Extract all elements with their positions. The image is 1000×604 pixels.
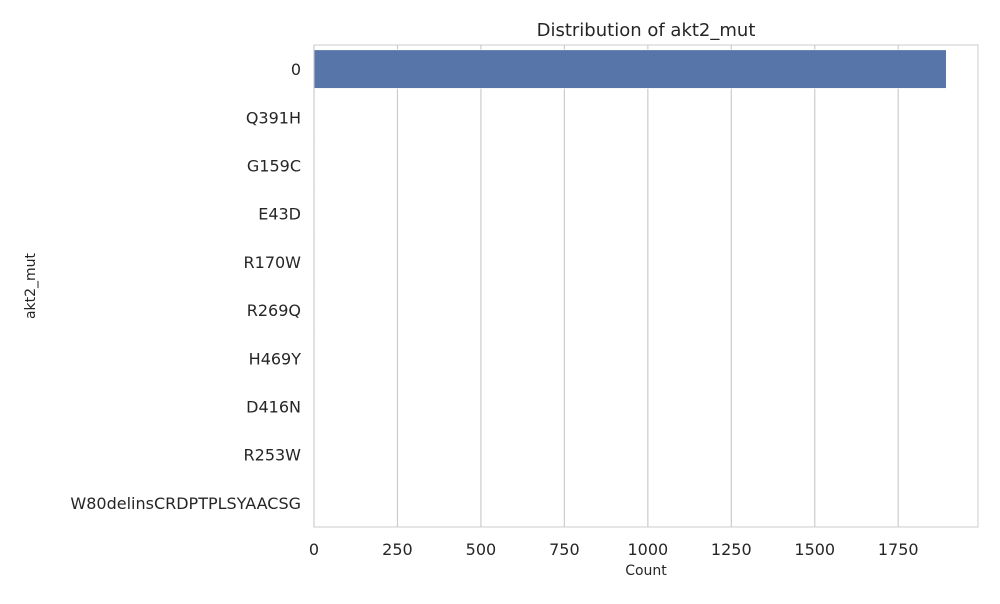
x-tick-labels: 0 250 500 750 1000 1250 1500 1750 — [309, 540, 919, 559]
y-tick-label: R170W — [244, 253, 302, 272]
y-tick-labels: 0 Q391H G159C E43D R170W R269Q H469Y D416N R253W… — [70, 60, 301, 513]
y-tick-label: W80delinsCRDPTPLSYAACSG — [70, 494, 301, 513]
x-tick-label: 1750 — [878, 540, 919, 559]
y-tick-label: H469Y — [249, 349, 302, 368]
y-tick-label: G159C — [247, 157, 301, 176]
y-tick-label: Q391H — [246, 108, 301, 127]
y-tick-label: R253W — [244, 446, 302, 465]
y-axis-label: akt2_mut — [23, 252, 39, 319]
x-tick-label: 1250 — [711, 540, 752, 559]
y-tick-label: R269Q — [247, 301, 301, 320]
x-tick-label: 1500 — [794, 540, 835, 559]
grid-layer — [314, 45, 898, 527]
y-tick-label: E43D — [258, 205, 301, 224]
y-tick-label: D416N — [246, 398, 301, 417]
plot-frame — [314, 45, 978, 527]
x-tick-label: 750 — [549, 540, 580, 559]
x-tick-label: 0 — [309, 540, 319, 559]
chart-title: Distribution of akt2_mut — [537, 20, 756, 41]
x-axis-label: Count — [625, 563, 667, 579]
x-tick-label: 250 — [382, 540, 413, 559]
y-tick-label: 0 — [291, 60, 301, 79]
x-tick-label: 500 — [466, 540, 497, 559]
bar — [314, 50, 946, 89]
x-tick-label: 1000 — [627, 540, 668, 559]
bar-layer — [314, 50, 946, 522]
